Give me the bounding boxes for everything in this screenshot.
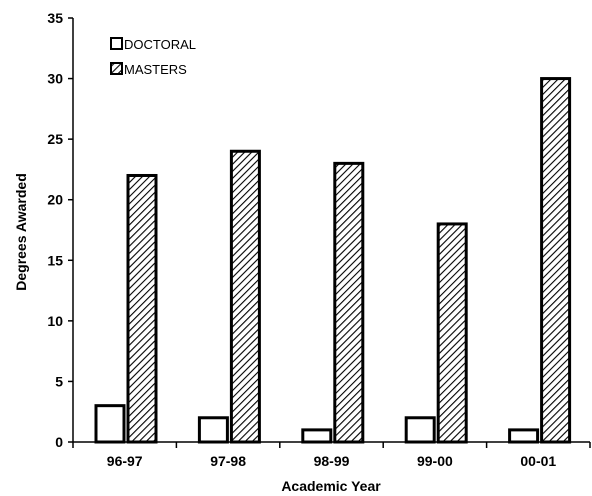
legend-item-masters: MASTERS (110, 62, 187, 77)
x-axis-title: Academic Year (281, 478, 381, 494)
y-axis-ticks: 0 5 10 15 20 25 30 35 (47, 10, 73, 450)
legend-label-doctoral: DOCTORAL (124, 37, 196, 52)
legend-swatch-masters (110, 62, 123, 75)
y-tick-label: 35 (47, 10, 63, 26)
y-tick-label: 15 (47, 252, 63, 268)
x-tick-label: 97-98 (210, 453, 246, 469)
x-tick-label: 99-00 (417, 453, 453, 469)
y-tick-label: 25 (47, 131, 63, 147)
legend-label-masters: MASTERS (124, 62, 187, 77)
bars (94, 77, 572, 444)
legend-swatch-doctoral (110, 37, 123, 50)
bar-masters-98-99 (333, 161, 365, 444)
bar-masters-96-97 (126, 173, 158, 444)
x-tick-label: 00-01 (520, 453, 556, 469)
y-tick-label: 5 (55, 373, 63, 389)
y-tick-label: 20 (47, 192, 63, 208)
y-axis-title: Degrees Awarded (13, 173, 29, 291)
bar-masters-00-01 (540, 77, 572, 444)
bar-doctoral-98-99 (301, 428, 333, 444)
bar-doctoral-96-97 (94, 404, 126, 444)
legend: DOCTORAL MASTERS (110, 37, 196, 77)
y-tick-label: 10 (47, 313, 63, 329)
bar-masters-99-00 (436, 222, 468, 444)
bar-doctoral-97-98 (197, 416, 229, 444)
legend-item-doctoral: DOCTORAL (110, 37, 196, 52)
y-tick-label: 30 (47, 71, 63, 87)
x-tick-label: 96-97 (107, 453, 143, 469)
x-axis-ticks: 96-97 97-98 98-99 99-00 00-01 (72, 442, 591, 469)
bar-doctoral-99-00 (404, 416, 436, 444)
bar-masters-97-98 (229, 149, 261, 444)
x-tick-label: 98-99 (314, 453, 350, 469)
y-tick-label: 0 (55, 434, 63, 450)
bar-doctoral-00-01 (508, 428, 540, 444)
